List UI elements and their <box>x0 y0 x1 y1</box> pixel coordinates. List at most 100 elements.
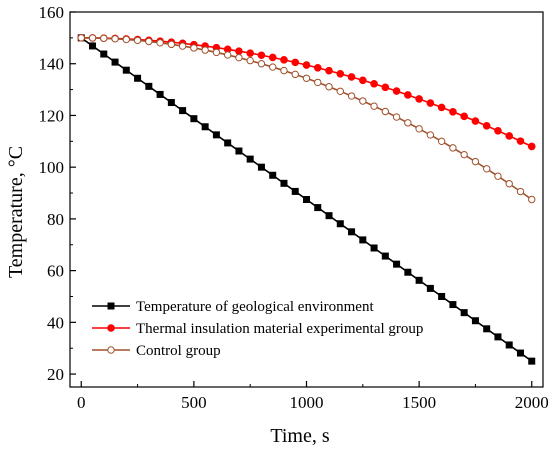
data-point <box>257 60 266 68</box>
data-point <box>122 66 130 74</box>
data-point <box>426 284 434 292</box>
data-point <box>133 36 142 45</box>
data-point <box>201 123 209 131</box>
data-point <box>178 42 187 50</box>
data-point <box>156 39 164 47</box>
data-point <box>145 37 153 46</box>
x-axis-ticks: 0 500 1000 1500 2000 <box>77 381 549 412</box>
legend-marker <box>107 324 115 332</box>
data-point <box>167 99 175 107</box>
data-point <box>449 144 457 152</box>
data-point <box>280 179 288 187</box>
data-point <box>291 58 300 67</box>
data-point <box>257 163 265 171</box>
data-point <box>280 66 288 75</box>
data-point <box>393 260 401 268</box>
legend-label: Control group <box>136 343 221 359</box>
data-point <box>437 137 446 146</box>
legend-label: Thermal insulation material experimental… <box>136 321 423 337</box>
data-point <box>212 48 221 57</box>
data-point <box>235 147 243 155</box>
data-point <box>280 56 288 64</box>
legend-item-1: Thermal insulation material experimental… <box>92 321 423 337</box>
data-point <box>224 139 232 147</box>
data-point <box>516 349 524 357</box>
y-tick-label: 140 <box>39 55 65 74</box>
data-point <box>370 79 378 88</box>
data-point <box>381 83 390 92</box>
data-point <box>313 64 322 72</box>
series-line <box>81 37 533 148</box>
data-point <box>122 35 131 44</box>
data-point <box>370 102 378 110</box>
data-point <box>370 244 378 252</box>
data-point <box>460 112 468 121</box>
data-point <box>482 122 491 130</box>
data-point <box>483 325 491 333</box>
data-point <box>111 58 119 66</box>
data-point <box>392 87 401 95</box>
y-axis-label: Temperature, °C <box>5 146 27 278</box>
legend: Temperature of geological environment The… <box>92 299 423 359</box>
data-point <box>179 107 187 115</box>
x-tick-label: 1500 <box>402 393 436 412</box>
data-point <box>494 127 502 135</box>
data-point <box>212 131 220 139</box>
data-point <box>460 150 468 159</box>
data-point <box>381 252 389 260</box>
data-point <box>437 103 446 112</box>
data-point <box>325 212 333 220</box>
data-point <box>167 40 176 49</box>
data-point <box>415 276 423 284</box>
x-tick-label: 2000 <box>515 393 549 412</box>
x-axis-label: Time, s <box>270 425 330 447</box>
data-point <box>325 66 333 75</box>
data-point <box>246 56 254 65</box>
data-point <box>426 131 435 139</box>
data-point <box>302 61 311 69</box>
data-point <box>268 53 277 62</box>
data-point <box>111 35 119 43</box>
data-point <box>269 63 277 71</box>
data-point <box>348 228 356 236</box>
data-point <box>471 317 479 325</box>
legend-marker <box>107 346 115 354</box>
y-tick-label: 60 <box>47 262 64 281</box>
data-point <box>471 117 480 125</box>
data-point <box>347 73 356 81</box>
data-point <box>347 92 356 100</box>
data-point <box>201 46 209 54</box>
data-point <box>77 34 85 42</box>
data-point <box>257 51 266 60</box>
data-point <box>359 76 367 85</box>
y-tick-label: 120 <box>39 106 65 125</box>
data-point <box>505 341 513 349</box>
data-point <box>516 187 525 196</box>
x-tick-label: 0 <box>77 393 86 412</box>
data-point <box>482 165 491 173</box>
y-tick-label: 80 <box>47 210 64 229</box>
data-point <box>314 78 322 87</box>
data-point <box>134 74 142 82</box>
data-point <box>235 53 243 62</box>
y-tick-label: 160 <box>39 3 65 22</box>
data-point <box>246 49 254 57</box>
data-point <box>291 187 299 195</box>
series-1 <box>77 34 536 151</box>
legend-item-2: Control group <box>92 343 221 359</box>
data-point <box>494 172 502 180</box>
y-tick-label: 40 <box>47 313 64 332</box>
data-point <box>438 292 446 300</box>
data-point <box>314 204 322 212</box>
data-point <box>404 91 412 99</box>
x-tick-label: 1000 <box>290 393 324 412</box>
data-point <box>223 51 232 59</box>
y-tick-label: 100 <box>39 158 65 177</box>
x-tick-label: 500 <box>181 393 207 412</box>
data-point <box>190 115 198 123</box>
data-point <box>89 42 97 50</box>
data-point <box>527 142 536 151</box>
legend-marker <box>107 302 115 310</box>
y-axis-ticks: 20 40 60 80 100 120 140 160 <box>39 3 76 384</box>
data-point <box>235 47 243 55</box>
